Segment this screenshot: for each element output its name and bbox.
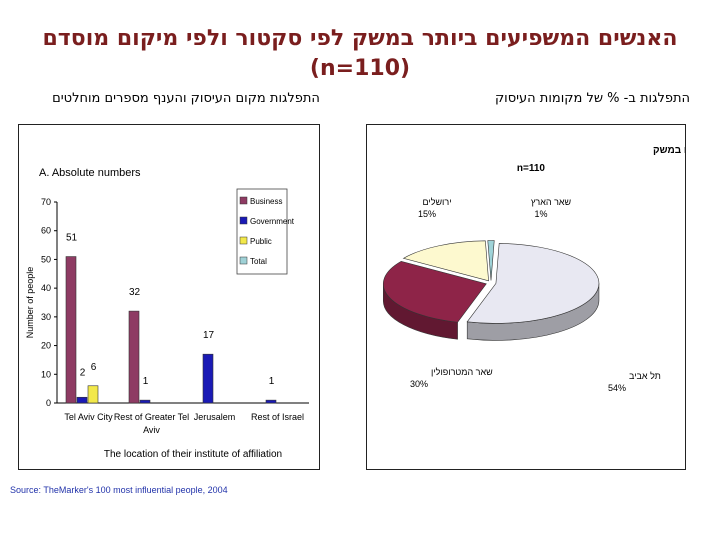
y-axis-label: Number of people [25, 267, 35, 339]
bar-chart-title: A. Absolute numbers [39, 167, 141, 179]
bar-data-label: 17 [203, 330, 215, 341]
legend-label-public: Public [250, 237, 272, 246]
bar-government [265, 399, 277, 404]
y-tick-label: 0 [46, 398, 51, 408]
bar-government [139, 399, 151, 404]
x-axis-label: The location of their institute of affil… [104, 449, 282, 460]
pie-chart-subtitle: n=110 [517, 163, 546, 174]
legend-swatch-total [239, 256, 248, 265]
y-tick-label: 50 [41, 254, 51, 264]
bar-data-label: 32 [129, 287, 141, 298]
pie-body [382, 240, 600, 341]
pie-slice-top [383, 261, 487, 323]
pie-label-value: 54% [608, 383, 626, 393]
pie-label-name: ירושלים [422, 197, 451, 207]
pie-slice-top [466, 243, 600, 324]
bar-chart: A. Absolute numbers Number of people 0 10 20… [25, 167, 309, 460]
x-tick-label: Jerusalem [194, 412, 236, 422]
bar-chart-heading: התפלגות מקום העיסוק והענף מספרים מוחלטים [52, 91, 320, 106]
slide-sample-size: (n=110) [309, 56, 411, 81]
bar-business [128, 310, 140, 404]
y-tick-label: 70 [41, 197, 51, 207]
bar-data-label: 51 [66, 233, 78, 244]
x-tick-label: Aviv [143, 425, 160, 435]
bar-business [65, 256, 77, 404]
y-tick-label: 40 [41, 283, 51, 293]
y-tick-label: 20 [41, 341, 51, 351]
pie-label-value: 1% [534, 209, 547, 219]
bar-data-label: 6 [91, 362, 97, 373]
pie-label-value: 15% [418, 209, 436, 219]
bar-chart-panel: A. Absolute numbers Number of people 0 10 20… [18, 124, 320, 470]
pie-label-name: שאר המטרופולין [431, 367, 493, 377]
bar-data-label: 1 [269, 376, 275, 387]
y-tick-label: 30 [41, 312, 51, 322]
bar-data-label: 1 [143, 376, 149, 387]
legend-label-business: Business [250, 197, 282, 206]
bar-government [76, 396, 88, 404]
pie-chart-panel: התפלגות מקומות העיסוק של האנשים המשפיעים… [366, 124, 720, 470]
pie-label-value: 30% [410, 379, 428, 389]
pie-label-name: תל אביב [629, 371, 661, 381]
legend-swatch-public [239, 236, 248, 245]
pie-slice-top [402, 240, 489, 282]
legend-label-total: Total [250, 257, 267, 266]
bar-government [202, 353, 214, 404]
x-tick-label: Tel Aviv City [64, 412, 113, 422]
x-tick-label: Rest of Israel [251, 412, 304, 422]
pie-chart: התפלגות מקומות העיסוק של האנשים המשפיעים… [382, 144, 720, 393]
pie-chart-title: התפלגות מקומות העיסוק של האנשים המשפיעים… [653, 144, 685, 156]
pie-label-name: שאר הארץ [531, 197, 572, 207]
x-tick-label: Rest of Greater Tel [114, 412, 189, 422]
legend-swatch-business [239, 196, 248, 205]
slide-title: האנשים המשפיעים ביותר במשק לפי סקטור ולפ… [42, 26, 678, 51]
source-note: Source: TheMarker's 100 most influential… [10, 485, 228, 495]
y-tick-label: 60 [41, 226, 51, 236]
pie-slice-top [487, 240, 495, 281]
bar-public [87, 385, 99, 404]
pie-chart-heading: התפלגות ב- % של מקומות העיסוק [494, 91, 690, 106]
legend-label-government: Government [250, 217, 295, 226]
y-tick-label: 10 [41, 369, 51, 379]
legend-swatch-government [239, 216, 248, 225]
bar-data-label: 2 [80, 367, 86, 378]
